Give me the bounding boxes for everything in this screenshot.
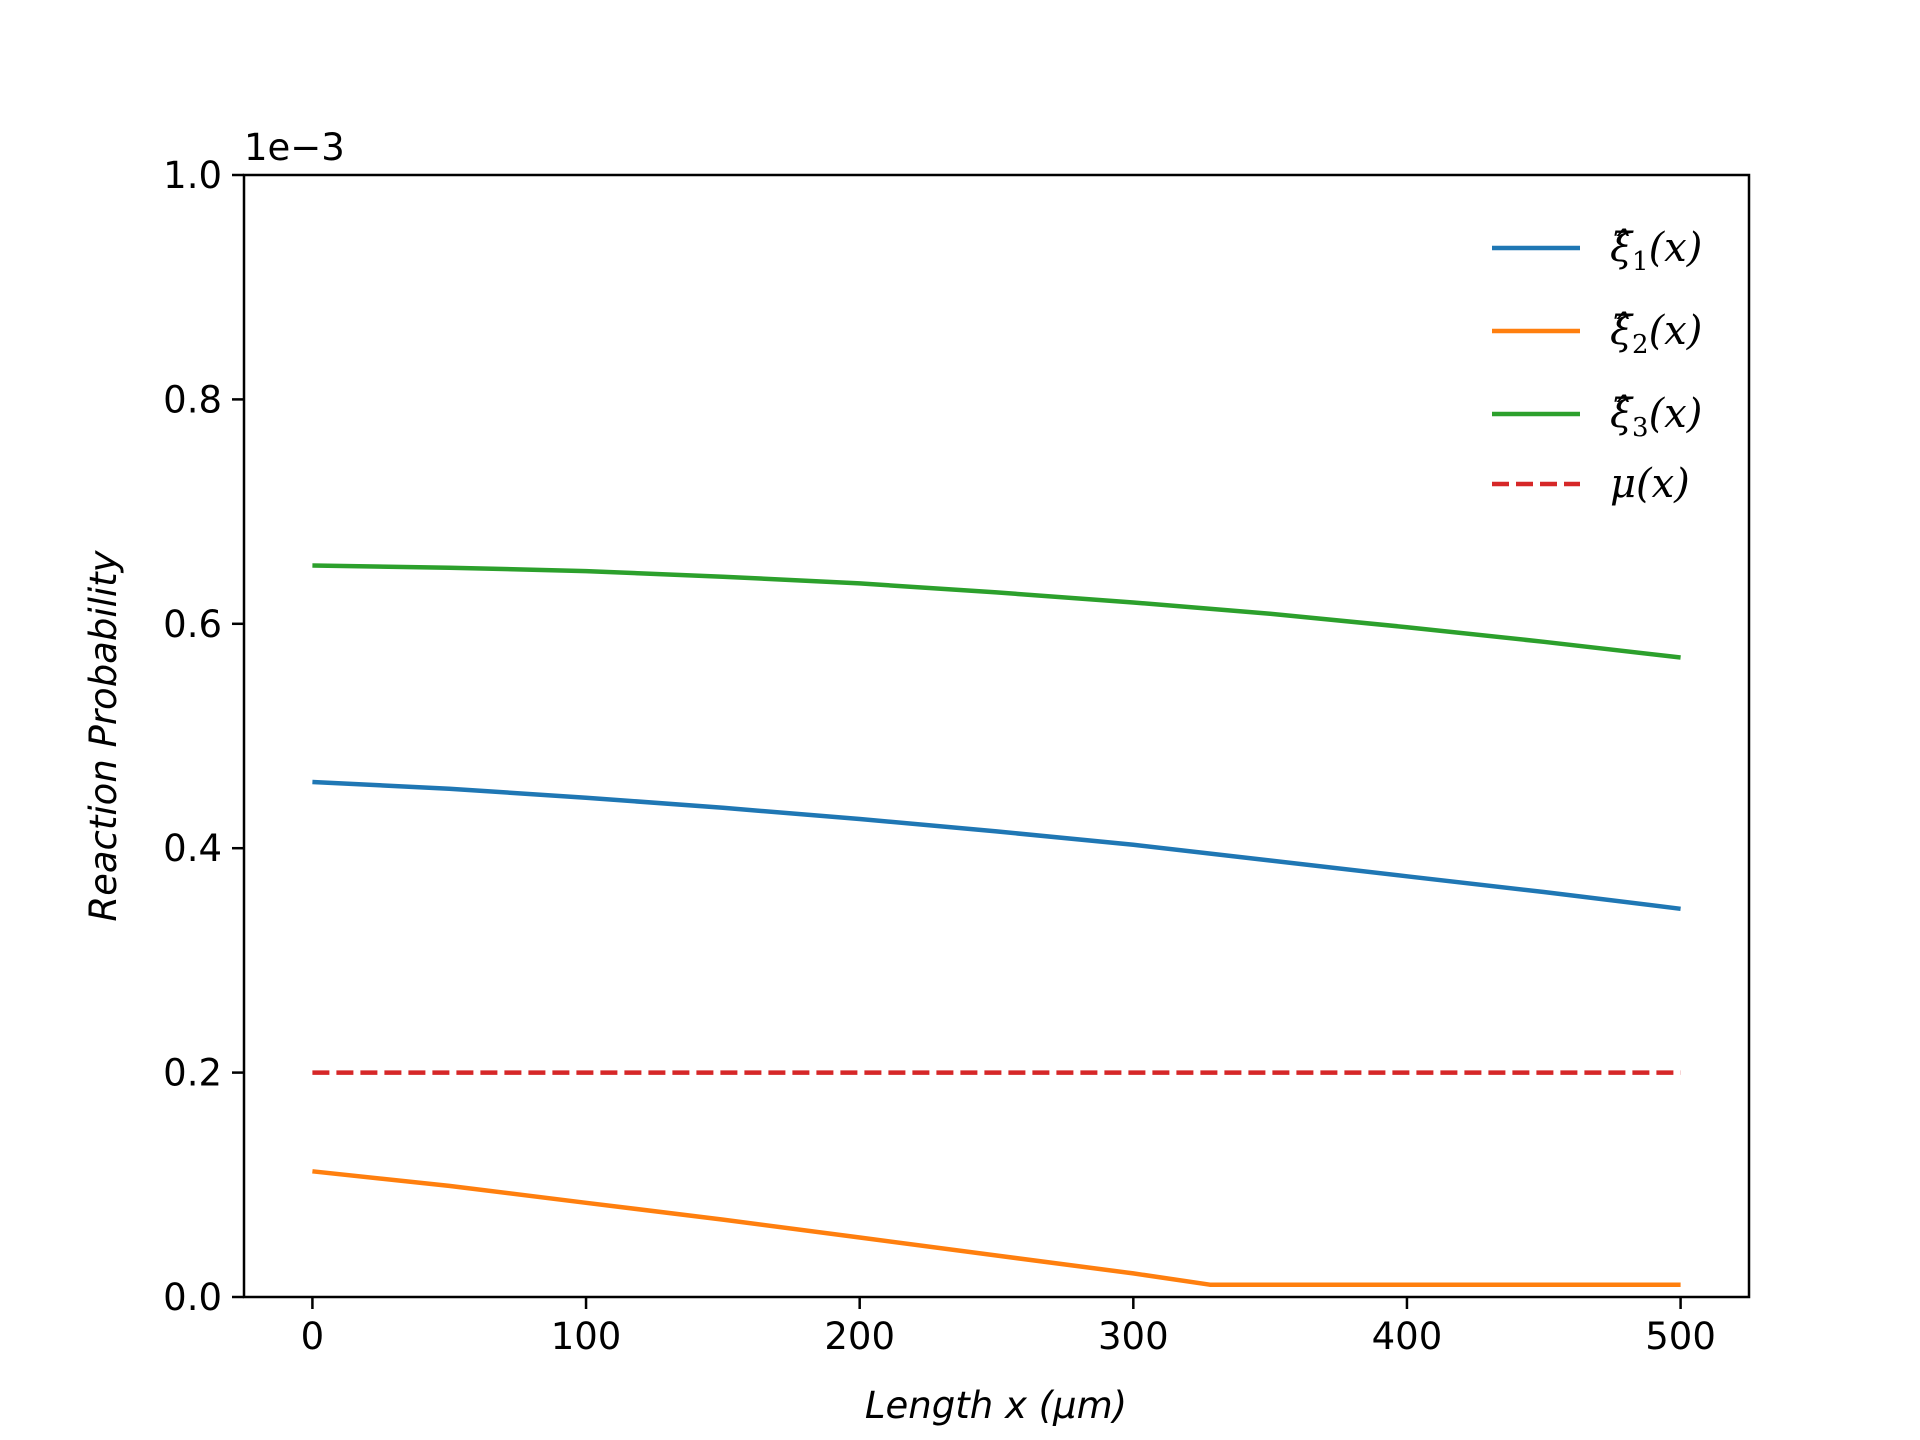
series-line-3 xyxy=(312,563,1681,660)
y-axis-label: Reaction Probability xyxy=(82,549,125,921)
legend-label-2: ξ̂2(x) xyxy=(1610,308,1702,360)
y-tick-label: 0.0 xyxy=(163,1276,222,1319)
series-layer xyxy=(312,563,1681,1287)
legend-label-3: ξ̂3(x) xyxy=(1610,391,1702,443)
x-tick-label: 0 xyxy=(301,1315,325,1358)
y-tick-label: 0.4 xyxy=(163,827,222,870)
y-tick-label: 0.2 xyxy=(163,1052,222,1095)
plot-frame xyxy=(242,173,1751,1299)
series-line-1 xyxy=(312,779,1681,912)
x-tick-label: 300 xyxy=(1098,1315,1169,1358)
legend-label-4: μ(x) xyxy=(1610,461,1690,507)
legend: ξ̂1(x) ξ̂2(x) ξ̂3(x) μ(x) xyxy=(1492,225,1702,507)
series-line-2 xyxy=(312,1169,1681,1287)
y-axis: 0.0 0.2 0.4 0.6 0.8 1.0 xyxy=(163,154,244,1319)
x-tick-label: 200 xyxy=(824,1315,895,1358)
x-tick-label: 100 xyxy=(551,1315,622,1358)
x-axis-label: Length x (μm) xyxy=(865,1384,1127,1427)
x-tick-label: 400 xyxy=(1372,1315,1443,1358)
x-axis: 0 100 200 300 400 500 xyxy=(301,1297,1716,1358)
y-tick-label: 1.0 xyxy=(163,154,222,197)
legend-label-1: ξ̂1(x) xyxy=(1610,225,1702,277)
y-offset-label: 1e−3 xyxy=(244,126,345,169)
x-tick-label: 500 xyxy=(1645,1315,1716,1358)
y-tick-label: 0.8 xyxy=(163,378,222,421)
y-tick-label: 0.6 xyxy=(163,603,222,646)
